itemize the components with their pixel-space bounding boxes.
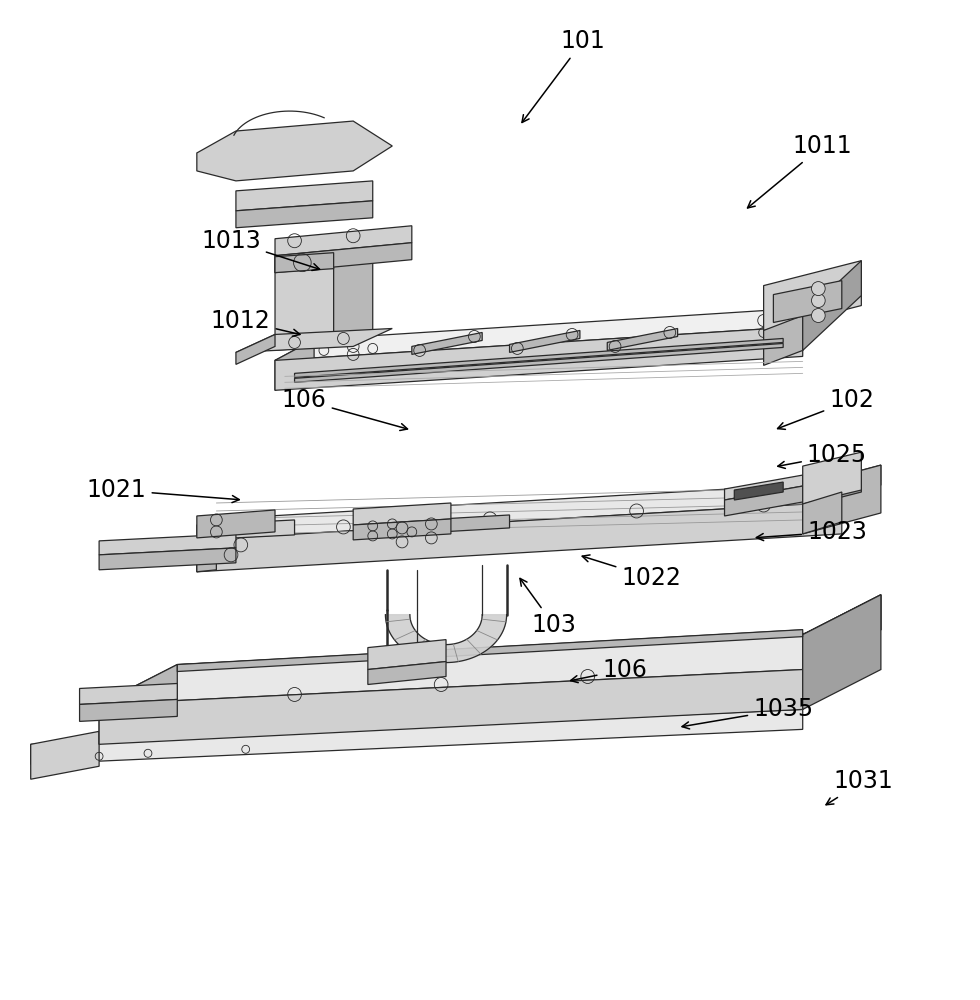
Text: 106: 106 xyxy=(570,658,648,683)
Polygon shape xyxy=(275,253,333,273)
Polygon shape xyxy=(236,201,372,228)
Polygon shape xyxy=(763,316,803,365)
Polygon shape xyxy=(197,121,392,181)
Circle shape xyxy=(811,282,825,296)
Polygon shape xyxy=(608,328,677,350)
Polygon shape xyxy=(803,452,861,504)
Polygon shape xyxy=(412,332,482,354)
Polygon shape xyxy=(99,670,803,744)
Text: 1011: 1011 xyxy=(748,134,852,208)
Polygon shape xyxy=(99,665,177,744)
Polygon shape xyxy=(197,502,842,572)
Polygon shape xyxy=(275,306,842,360)
Text: 1035: 1035 xyxy=(682,697,813,729)
Polygon shape xyxy=(197,510,275,538)
Polygon shape xyxy=(803,595,881,670)
Text: 1013: 1013 xyxy=(201,229,319,270)
Text: 1022: 1022 xyxy=(582,555,681,590)
Polygon shape xyxy=(275,326,803,390)
Polygon shape xyxy=(99,548,236,570)
Polygon shape xyxy=(353,519,451,540)
Polygon shape xyxy=(236,181,372,211)
Polygon shape xyxy=(803,465,881,506)
Circle shape xyxy=(834,637,850,653)
Polygon shape xyxy=(385,615,507,663)
Text: 1012: 1012 xyxy=(211,308,300,336)
Text: 1031: 1031 xyxy=(826,769,893,805)
Polygon shape xyxy=(724,486,803,516)
Polygon shape xyxy=(79,699,177,721)
Text: 1025: 1025 xyxy=(778,443,867,468)
Circle shape xyxy=(834,617,850,633)
Polygon shape xyxy=(510,330,580,352)
Text: 1021: 1021 xyxy=(87,478,239,503)
Polygon shape xyxy=(734,482,783,500)
Polygon shape xyxy=(99,630,881,704)
Polygon shape xyxy=(353,503,451,525)
Polygon shape xyxy=(803,492,842,534)
Polygon shape xyxy=(803,261,861,350)
Polygon shape xyxy=(236,334,275,364)
Polygon shape xyxy=(822,480,861,502)
Polygon shape xyxy=(773,281,842,322)
Text: 101: 101 xyxy=(522,29,606,122)
Polygon shape xyxy=(368,640,446,670)
Text: 103: 103 xyxy=(520,578,576,637)
Polygon shape xyxy=(333,239,372,345)
Polygon shape xyxy=(197,480,881,540)
Circle shape xyxy=(92,703,106,717)
Text: 102: 102 xyxy=(777,388,874,429)
Polygon shape xyxy=(803,465,881,534)
Circle shape xyxy=(131,703,145,717)
Polygon shape xyxy=(724,475,803,500)
Polygon shape xyxy=(99,534,236,555)
Polygon shape xyxy=(372,515,510,536)
Polygon shape xyxy=(275,226,412,256)
Polygon shape xyxy=(763,261,861,330)
Polygon shape xyxy=(177,630,803,672)
Polygon shape xyxy=(275,339,315,390)
Polygon shape xyxy=(275,251,333,350)
Text: 1023: 1023 xyxy=(757,520,867,544)
Circle shape xyxy=(811,309,825,322)
Circle shape xyxy=(811,294,825,308)
Polygon shape xyxy=(79,683,177,704)
Polygon shape xyxy=(368,662,446,684)
Polygon shape xyxy=(295,338,783,377)
Polygon shape xyxy=(275,239,372,256)
Polygon shape xyxy=(197,518,236,572)
Polygon shape xyxy=(197,520,295,540)
Polygon shape xyxy=(803,595,881,709)
Text: 106: 106 xyxy=(282,388,408,431)
Polygon shape xyxy=(197,538,217,572)
Polygon shape xyxy=(30,709,803,764)
Polygon shape xyxy=(295,343,783,382)
Polygon shape xyxy=(275,243,412,273)
Polygon shape xyxy=(30,731,99,779)
Polygon shape xyxy=(803,595,881,709)
Polygon shape xyxy=(236,328,392,352)
Circle shape xyxy=(112,703,125,717)
